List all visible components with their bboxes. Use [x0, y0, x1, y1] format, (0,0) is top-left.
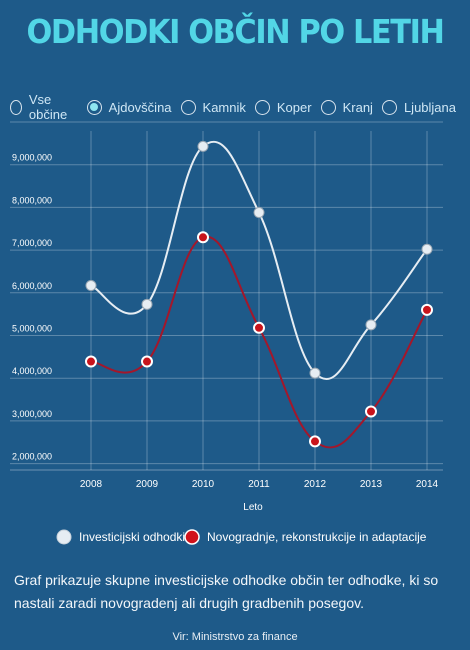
x-axis-label: Leto [243, 502, 263, 513]
y-tick-label: 5,000,000 [12, 323, 52, 333]
filter-option[interactable]: Kranj [320, 99, 373, 115]
data-point [309, 367, 321, 379]
radio-button[interactable] [10, 99, 22, 115]
data-point [141, 355, 153, 368]
x-tick-label: 2009 [136, 479, 159, 490]
y-tick-label: 9,000,000 [12, 153, 52, 163]
filter-option[interactable]: Kamnik [180, 99, 246, 115]
filter-label[interactable]: Kranj [342, 99, 373, 115]
radio-button[interactable] [180, 99, 196, 115]
legend-label: Investicijski odhodki [79, 530, 185, 544]
legend-marker [184, 529, 200, 545]
legend-marker [56, 529, 72, 545]
radio-button[interactable] [86, 99, 102, 115]
filter-option[interactable]: Ljubljana [381, 99, 456, 115]
filter-label[interactable]: Ajdovščina [108, 99, 172, 115]
radio-button[interactable] [381, 99, 397, 115]
x-tick-label: 2012 [304, 479, 327, 490]
y-tick-label: 6,000,000 [12, 281, 52, 291]
x-tick-label: 2008 [80, 479, 103, 490]
x-tick-label: 2010 [192, 479, 215, 490]
y-tick-label: 4,000,000 [12, 366, 52, 376]
filter-bar: Vse občine Ajdovščina Kamnik Koper Kranj Ljub… [10, 92, 465, 122]
x-tick-label: 2013 [360, 479, 383, 490]
y-tick-label: 2,000,000 [12, 452, 52, 462]
data-point [197, 231, 209, 244]
x-tick-label: 2014 [416, 479, 439, 490]
data-point [253, 207, 265, 219]
data-point [421, 243, 433, 255]
data-point [421, 303, 433, 316]
filter-option[interactable]: Koper [254, 99, 312, 115]
y-tick-label: 3,000,000 [12, 409, 52, 419]
filter-option[interactable]: Vse občine [10, 92, 78, 122]
data-point [141, 298, 153, 310]
chart: 2,000,000 3,000,000 4,000,000 5,000,000 6,00… [10, 121, 443, 545]
data-point [253, 321, 265, 334]
data-point [365, 319, 377, 331]
filter-label[interactable]: Ljubljana [403, 99, 456, 115]
filter-option[interactable]: Ajdovščina [86, 99, 172, 115]
radio-button[interactable] [320, 99, 336, 115]
data-point [365, 405, 377, 418]
chart-title: ODHODKI OBČIN PO LETIH [26, 12, 444, 51]
radio-button[interactable] [254, 99, 270, 115]
source: Vir: Ministrstvo za finance [172, 631, 298, 643]
filter-label[interactable]: Kamnik [202, 99, 246, 115]
data-point [85, 280, 97, 292]
filter-label[interactable]: Vse občine [28, 92, 68, 122]
description: Graf prikazuje skupne investicijske odho… [14, 572, 439, 611]
data-point [197, 140, 209, 152]
y-tick-label: 7,000,000 [12, 238, 52, 248]
data-point [85, 355, 97, 368]
data-point [309, 435, 321, 448]
legend-label: Novogradnje, rekonstrukcije in adaptacij… [207, 530, 427, 544]
y-tick-label: 8,000,000 [12, 195, 52, 205]
filter-label[interactable]: Koper [276, 99, 312, 115]
x-tick-label: 2011 [248, 479, 270, 490]
